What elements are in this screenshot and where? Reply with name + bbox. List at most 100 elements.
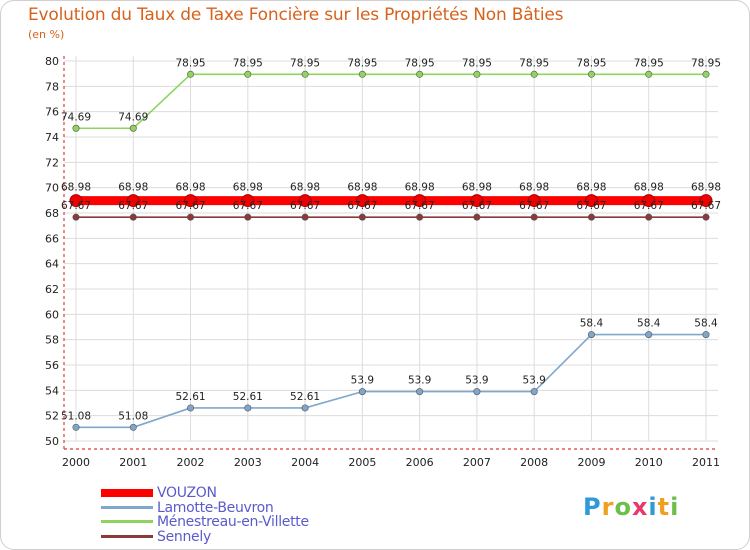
legend-label: Sennely: [157, 528, 211, 545]
x-tick-label: 2006: [406, 456, 434, 469]
data-point: [241, 194, 255, 208]
y-tick-label: 80: [45, 55, 59, 68]
chart-title: Evolution du Taux de Taxe Foncière sur l…: [28, 5, 564, 25]
data-point: [187, 213, 195, 221]
data-point: [126, 194, 140, 208]
data-point: [244, 404, 252, 412]
data-label: 68.98: [405, 182, 435, 194]
data-point: [301, 70, 309, 78]
data-label: 68.98: [519, 182, 549, 194]
y-tick-label: 54: [45, 384, 59, 397]
data-label: 74.69: [61, 111, 91, 123]
y-tick-label: 74: [45, 131, 59, 144]
data-label: 78.95: [576, 57, 606, 69]
data-label: 53.9: [522, 375, 545, 387]
data-label: 67.67: [233, 200, 263, 212]
y-tick-label: 58: [45, 334, 59, 347]
legend-label: Ménestreau-en-Villette: [157, 514, 309, 530]
x-tick-label: 2003: [234, 456, 262, 469]
data-label: 58.4: [694, 318, 718, 330]
logo-letter: P: [583, 493, 602, 521]
data-label: 67.67: [462, 200, 492, 212]
data-label: 67.67: [347, 200, 377, 212]
data-label: 78.95: [634, 57, 664, 69]
data-label: 78.95: [290, 57, 320, 69]
data-point: [642, 194, 656, 208]
data-point: [187, 404, 195, 412]
data-point: [584, 194, 598, 208]
x-tick-label: 2010: [635, 456, 663, 469]
legend-label: Lamotte-Beuvron: [157, 499, 274, 516]
data-point: [413, 194, 427, 208]
data-label: 53.9: [465, 375, 488, 387]
data-point: [473, 70, 481, 78]
data-point: [358, 70, 366, 78]
logo-letter: x: [631, 493, 649, 521]
series-line-m-nestreau-en-villette: [76, 73, 706, 130]
y-tick-label: 52: [45, 410, 59, 423]
data-point: [72, 213, 80, 221]
data-point: [358, 213, 366, 221]
data-label: 68.98: [347, 182, 377, 194]
data-label: 67.67: [576, 200, 606, 212]
logo-letter: i: [648, 493, 658, 521]
data-point: [587, 70, 595, 78]
x-tick-label: 2002: [177, 456, 205, 469]
data-point: [416, 388, 424, 396]
legend-swatch: [101, 489, 153, 497]
data-label: 78.95: [233, 57, 263, 69]
y-tick-label: 76: [45, 106, 59, 119]
y-tick-label: 60: [45, 308, 59, 321]
data-point: [129, 423, 137, 431]
data-label: 78.95: [519, 57, 549, 69]
data-point: [699, 194, 713, 208]
logo-letter: r: [601, 493, 615, 521]
x-tick-label: 2000: [62, 456, 90, 469]
data-point: [358, 388, 366, 396]
data-label: 68.98: [61, 182, 91, 194]
data-label: 78.95: [347, 57, 377, 69]
x-tick-label: 2008: [520, 456, 548, 469]
data-label: 58.4: [637, 318, 661, 330]
data-point: [587, 331, 595, 339]
data-label: 52.61: [233, 391, 263, 403]
data-label: 67.67: [519, 200, 549, 212]
data-point: [355, 194, 369, 208]
y-tick-label: 64: [45, 258, 59, 271]
data-label: 67.67: [634, 200, 664, 212]
data-point: [530, 213, 538, 221]
data-point: [244, 70, 252, 78]
logo-letter: i: [670, 493, 680, 521]
data-label: 67.67: [61, 200, 91, 212]
data-label: 51.08: [61, 410, 91, 422]
data-point: [69, 194, 83, 208]
data-label: 67.67: [405, 200, 435, 212]
data-label: 68.98: [462, 182, 492, 194]
data-label: 68.98: [691, 182, 721, 194]
x-tick-label: 2004: [291, 456, 319, 469]
data-point: [645, 70, 653, 78]
y-tick-label: 66: [45, 232, 59, 245]
data-point: [530, 70, 538, 78]
data-point: [129, 124, 137, 132]
legend-swatch: [101, 520, 153, 523]
data-point: [530, 388, 538, 396]
legend-swatch: [101, 505, 153, 509]
logo-letter: o: [614, 493, 632, 521]
y-tick-label: 70: [45, 182, 59, 195]
data-label: 68.98: [233, 182, 263, 194]
data-point: [416, 70, 424, 78]
data-point: [244, 213, 252, 221]
data-point: [702, 213, 710, 221]
legend-label: VOUZON: [157, 485, 217, 501]
data-point: [72, 124, 80, 132]
data-label: 78.95: [176, 57, 206, 69]
data-point: [72, 423, 80, 431]
data-label: 67.67: [691, 200, 721, 212]
data-label: 53.9: [408, 375, 431, 387]
y-tick-label: 72: [45, 156, 59, 169]
data-point: [416, 213, 424, 221]
data-point: [301, 404, 309, 412]
